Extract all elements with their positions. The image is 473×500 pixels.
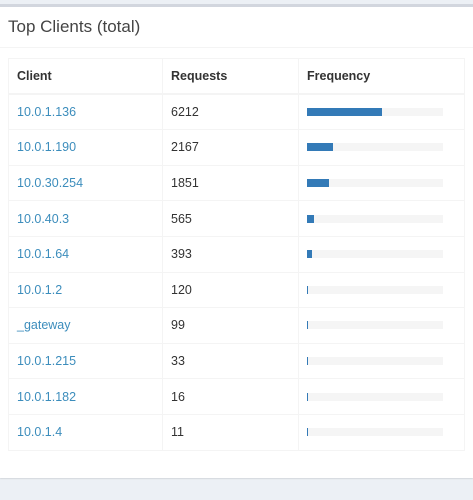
frequency-cell [298,307,465,344]
requests-cell: 16 [162,378,299,415]
table-row: 10.0.1.64 393 [8,235,465,273]
frequency-cell [298,235,465,273]
frequency-progress [307,357,443,366]
client-cell: 10.0.1.4 [8,413,163,451]
client-link[interactable]: 10.0.1.215 [17,354,77,369]
frequency-progress-bar [307,321,309,330]
frequency-progress [307,214,443,223]
column-header-frequency: Frequency [298,58,465,96]
requests-cell: 99 [162,307,299,344]
table-row: 10.0.1.4 11 [8,413,465,451]
box-title: Top Clients (total) [8,17,141,36]
frequency-progress-bar [307,214,314,223]
column-header-requests: Requests [162,58,299,96]
frequency-progress [307,108,443,117]
table-row: 10.0.1.190 2167 [8,129,465,166]
client-link[interactable]: 10.0.40.3 [17,211,70,226]
client-cell: 10.0.1.215 [8,342,163,380]
client-cell: 10.0.1.182 [8,378,163,415]
client-link[interactable]: 10.0.1.64 [17,247,70,262]
table-header-row: Client Requests Frequency [8,58,465,96]
box-body: Client Requests Frequency 10.0.1.136 6212… [0,48,473,451]
box-header: Top Clients (total) [0,7,473,48]
frequency-progress-bar [307,108,382,117]
frequency-progress [307,321,443,330]
client-cell: 10.0.40.3 [8,200,163,237]
frequency-cell [298,342,465,380]
client-cell: _gateway [8,307,163,344]
client-link[interactable]: 10.0.1.2 [17,282,63,297]
requests-cell: 11 [162,413,299,451]
frequency-progress [307,285,443,294]
frequency-progress [307,428,443,437]
requests-cell: 565 [162,200,299,237]
frequency-progress-bar [307,285,309,294]
frequency-cell [298,200,465,237]
requests-cell: 1851 [162,164,299,202]
column-header-client: Client [8,58,163,96]
table-body: 10.0.1.136 6212 10.0.1.190 2167 10.0.30.254 1… [8,93,465,451]
table-row: 10.0.1.182 16 [8,378,465,415]
frequency-progress [307,392,443,401]
frequency-cell [298,93,465,131]
requests-cell: 2167 [162,129,299,166]
requests-cell: 6212 [162,93,299,131]
frequency-progress [307,250,443,259]
client-cell: 10.0.30.254 [8,164,163,202]
client-link[interactable]: 10.0.1.190 [17,140,77,155]
table-row: 10.0.1.136 6212 [8,93,465,131]
frequency-cell [298,164,465,202]
frequency-progress-bar [307,250,312,259]
frequency-cell [298,129,465,166]
requests-cell: 33 [162,342,299,380]
client-link[interactable]: 10.0.30.254 [17,176,84,191]
client-cell: 10.0.1.190 [8,129,163,166]
client-link[interactable]: 10.0.1.4 [17,425,63,440]
requests-cell: 120 [162,271,299,309]
frequency-progress-bar [307,179,330,188]
frequency-progress [307,143,443,152]
top-clients-box: Top Clients (total) Client Requests Freq… [0,4,473,478]
client-link[interactable]: _gateway [17,318,71,333]
frequency-cell [298,378,465,415]
top-clients-table: Client Requests Frequency 10.0.1.136 6212… [8,58,465,451]
requests-cell: 393 [162,235,299,273]
client-cell: 10.0.1.64 [8,235,163,273]
frequency-progress-bar [307,143,334,152]
frequency-cell [298,413,465,451]
client-cell: 10.0.1.2 [8,271,163,309]
table-row: 10.0.40.3 565 [8,200,465,237]
table-row: 10.0.1.215 33 [8,342,465,380]
table-row: 10.0.1.2 120 [8,271,465,309]
frequency-cell [298,271,465,309]
client-link[interactable]: 10.0.1.136 [17,105,77,120]
client-link[interactable]: 10.0.1.182 [17,389,77,404]
client-cell: 10.0.1.136 [8,93,163,131]
table-row: _gateway 99 [8,307,465,344]
frequency-progress [307,179,443,188]
table-row: 10.0.30.254 1851 [8,164,465,202]
